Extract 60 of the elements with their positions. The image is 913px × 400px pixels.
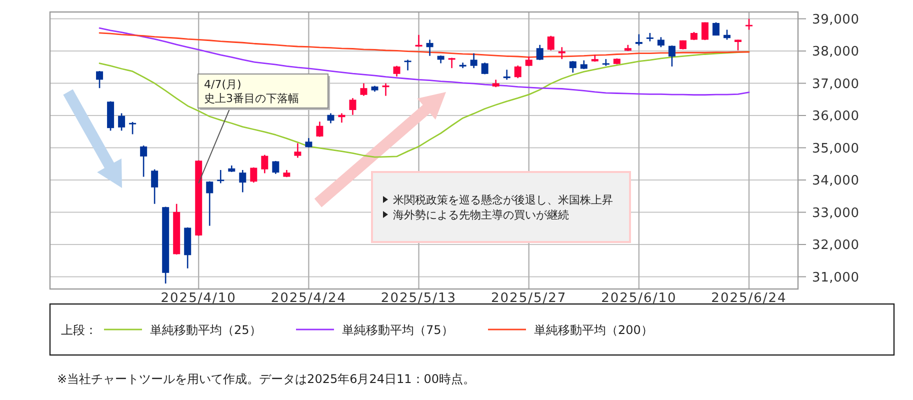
y-tick-label: 35,000 (812, 141, 860, 156)
candlestick (569, 60, 576, 74)
annotation: 米関税政策を巡る懸念が後退し、米国株上昇 (393, 194, 613, 206)
candlestick (360, 82, 368, 96)
candlestick (547, 35, 554, 52)
y-tick-label: 37,000 (812, 76, 860, 92)
candlestick (272, 160, 280, 175)
candlestick (724, 29, 730, 40)
candlestick (746, 18, 753, 30)
candlestick (151, 168, 158, 205)
y-tick-label: 31,000 (812, 270, 860, 286)
x-tick-label: 2025/6/24 (711, 291, 787, 306)
x-tick-label: 2025/5/13 (380, 291, 457, 306)
candlestick (294, 142, 302, 158)
candlestick (668, 44, 676, 68)
candlestick (217, 169, 224, 184)
candlestick (536, 44, 544, 61)
candlestick (239, 169, 246, 193)
candlestick (404, 59, 412, 72)
candlestick (206, 180, 214, 226)
y-tick-label: 34,000 (812, 174, 860, 189)
x-tick-label: 2025/5/27 (491, 291, 567, 306)
candlestick (140, 144, 148, 178)
annotation: 海外勢による先物主導の買いが継続 (393, 208, 569, 222)
legend-label: 単純移動平均（75） (342, 323, 454, 337)
candlestick (426, 39, 434, 57)
x-tick-label: 2025/4/10 (160, 291, 236, 306)
candlestick (558, 46, 566, 60)
candlestick (305, 137, 312, 148)
candlestick (261, 154, 268, 174)
annotation: 4/7(月) 史上3番目の下落幅 (204, 78, 299, 105)
candlestick (316, 120, 324, 138)
candlestick (118, 112, 126, 132)
y-tick-label: 32,000 (812, 238, 860, 254)
candlestick (503, 69, 510, 80)
y-tick-label: 36,000 (812, 109, 860, 124)
candlestick (415, 34, 422, 48)
candlestick (514, 64, 522, 79)
candlestick (657, 36, 664, 48)
y-tick-label: 39,000 (812, 12, 860, 28)
text: ※当社チャートツールを用いて作成。データは2025年6月24日11：00時点。 (57, 372, 476, 386)
x-tick-label: 2025/4/24 (270, 291, 347, 306)
legend-label: 単純移動平均（200） (534, 323, 653, 337)
candlestick (382, 82, 390, 96)
candlestick (349, 97, 356, 116)
y-tick-label: 33,000 (812, 206, 860, 221)
x-tick-label: 2025/6/10 (601, 291, 677, 306)
candlestick (129, 121, 136, 135)
candlestick (250, 166, 258, 184)
candlestick (393, 65, 400, 78)
candlestick (734, 39, 742, 52)
y-tick-label: 38,000 (812, 44, 860, 60)
candlestick (635, 34, 642, 46)
candlestick (712, 22, 720, 36)
legend-label: 単純移動平均（25） (150, 323, 262, 337)
candlestick (701, 22, 708, 41)
candlestick (470, 52, 478, 69)
legend-title: 上段： (61, 323, 97, 337)
candlestick (327, 112, 334, 124)
candlestick (96, 70, 104, 89)
